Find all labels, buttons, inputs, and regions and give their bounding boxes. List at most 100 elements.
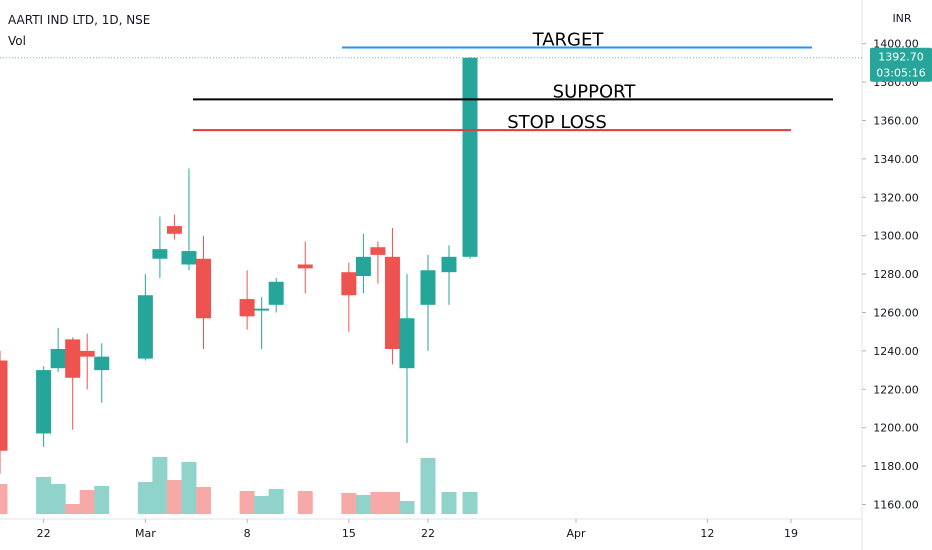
volume-bar <box>399 501 415 514</box>
candle <box>94 343 110 403</box>
price-axis[interactable]: 1160.00 1180.00 1200.00 1220.00 1240.00 1260.… <box>862 38 919 512</box>
candle-body <box>239 299 255 317</box>
candle-body <box>50 348 66 369</box>
candle <box>36 366 52 447</box>
candle <box>50 327 66 373</box>
candle-body <box>462 57 478 257</box>
candle <box>181 168 197 271</box>
candle-body <box>341 272 357 296</box>
volume-bar <box>370 492 386 514</box>
support-label: SUPPORT <box>553 81 637 102</box>
time-tick-label: 12 <box>700 527 714 540</box>
volume-bar <box>50 484 66 514</box>
candle-body <box>355 256 371 277</box>
volume-bar <box>239 491 255 514</box>
candle <box>65 337 81 430</box>
volume-bar <box>137 482 153 514</box>
volume-bar <box>181 462 197 514</box>
candle <box>297 241 313 294</box>
candle-body <box>370 247 386 255</box>
annotation-lines: TARGET SUPPORT STOP LOSS <box>193 30 833 133</box>
candle <box>355 233 371 294</box>
candle-body <box>399 318 415 369</box>
candle-body <box>0 360 8 451</box>
candle-body <box>166 226 182 234</box>
price-tick-label: 1340.00 <box>873 153 919 166</box>
candles <box>0 57 478 474</box>
candle <box>0 350 8 474</box>
candle-body <box>268 281 284 305</box>
volume-bar <box>420 458 436 514</box>
candle <box>370 241 386 284</box>
candle-body <box>196 258 211 319</box>
volume-bar <box>462 492 478 514</box>
price-tick-label: 1360.00 <box>873 115 919 128</box>
price-tick-label: 1180.00 <box>873 460 919 473</box>
volume-bar <box>196 487 211 514</box>
volume-bars <box>0 457 478 514</box>
candle-body <box>36 370 52 434</box>
candle <box>341 262 357 332</box>
candle <box>137 274 153 361</box>
candle <box>254 297 270 349</box>
time-axis[interactable]: 22 Mar 8 15 22 Apr 12 19 <box>37 519 798 540</box>
price-tick-label: 1200.00 <box>873 422 919 435</box>
volume-bar <box>79 490 95 514</box>
candle <box>268 277 284 313</box>
stop-loss-line[interactable]: STOP LOSS <box>193 112 791 133</box>
volume-bar <box>94 486 110 514</box>
candle-body <box>297 264 313 269</box>
volume-bar <box>65 504 81 514</box>
candle <box>441 245 457 305</box>
volume-bar <box>341 493 357 514</box>
volume-bar <box>268 489 284 514</box>
candle-body <box>137 295 153 359</box>
candle <box>196 235 211 349</box>
volume-bar <box>384 492 400 514</box>
price-tick-label: 1280.00 <box>873 268 919 281</box>
candle <box>399 274 415 444</box>
time-tick-label: 22 <box>421 527 435 540</box>
candle <box>420 254 436 351</box>
candle-body <box>441 256 457 273</box>
candle <box>79 333 95 390</box>
candle <box>166 214 182 240</box>
price-tick-label: 1320.00 <box>873 191 919 204</box>
candle-body <box>94 356 110 371</box>
volume-bar <box>355 495 371 514</box>
price-tick-label: 1220.00 <box>873 383 919 396</box>
volume-bar <box>36 477 52 514</box>
stop-loss-label: STOP LOSS <box>507 112 607 133</box>
candle <box>239 270 255 330</box>
price-tick-label: 1160.00 <box>873 499 919 512</box>
candle-body <box>152 249 168 259</box>
currency-label: INR <box>892 12 911 25</box>
symbol-title: AARTI IND LTD, 1D, NSE <box>8 13 150 27</box>
target-line[interactable]: TARGET <box>342 30 812 51</box>
candle-body <box>79 350 95 357</box>
candle-body <box>420 270 436 305</box>
target-label: TARGET <box>532 30 605 51</box>
candle <box>462 57 478 259</box>
volume-legend: Vol <box>8 34 26 48</box>
candle-body <box>254 308 270 311</box>
volume-bar <box>166 480 182 514</box>
time-tick-label: 15 <box>342 527 356 540</box>
time-tick-label: 19 <box>784 527 798 540</box>
price-tick-label: 1400.00 <box>873 38 919 51</box>
volume-bar <box>441 492 457 514</box>
volume-bar <box>0 484 8 514</box>
price-tick-label: 1240.00 <box>873 345 919 358</box>
time-tick-label: Mar <box>135 527 156 540</box>
candle <box>384 228 400 365</box>
time-tick-label: 22 <box>37 527 51 540</box>
time-tick-label: 8 <box>244 527 251 540</box>
volume-bar <box>297 491 313 514</box>
support-line[interactable]: SUPPORT <box>193 81 833 102</box>
candle-body <box>65 339 81 378</box>
volume-bar <box>254 496 270 514</box>
candle-body <box>384 256 400 349</box>
candle-body <box>181 251 197 265</box>
current-price-badge: 1392.70 03:05:16 <box>870 47 932 82</box>
